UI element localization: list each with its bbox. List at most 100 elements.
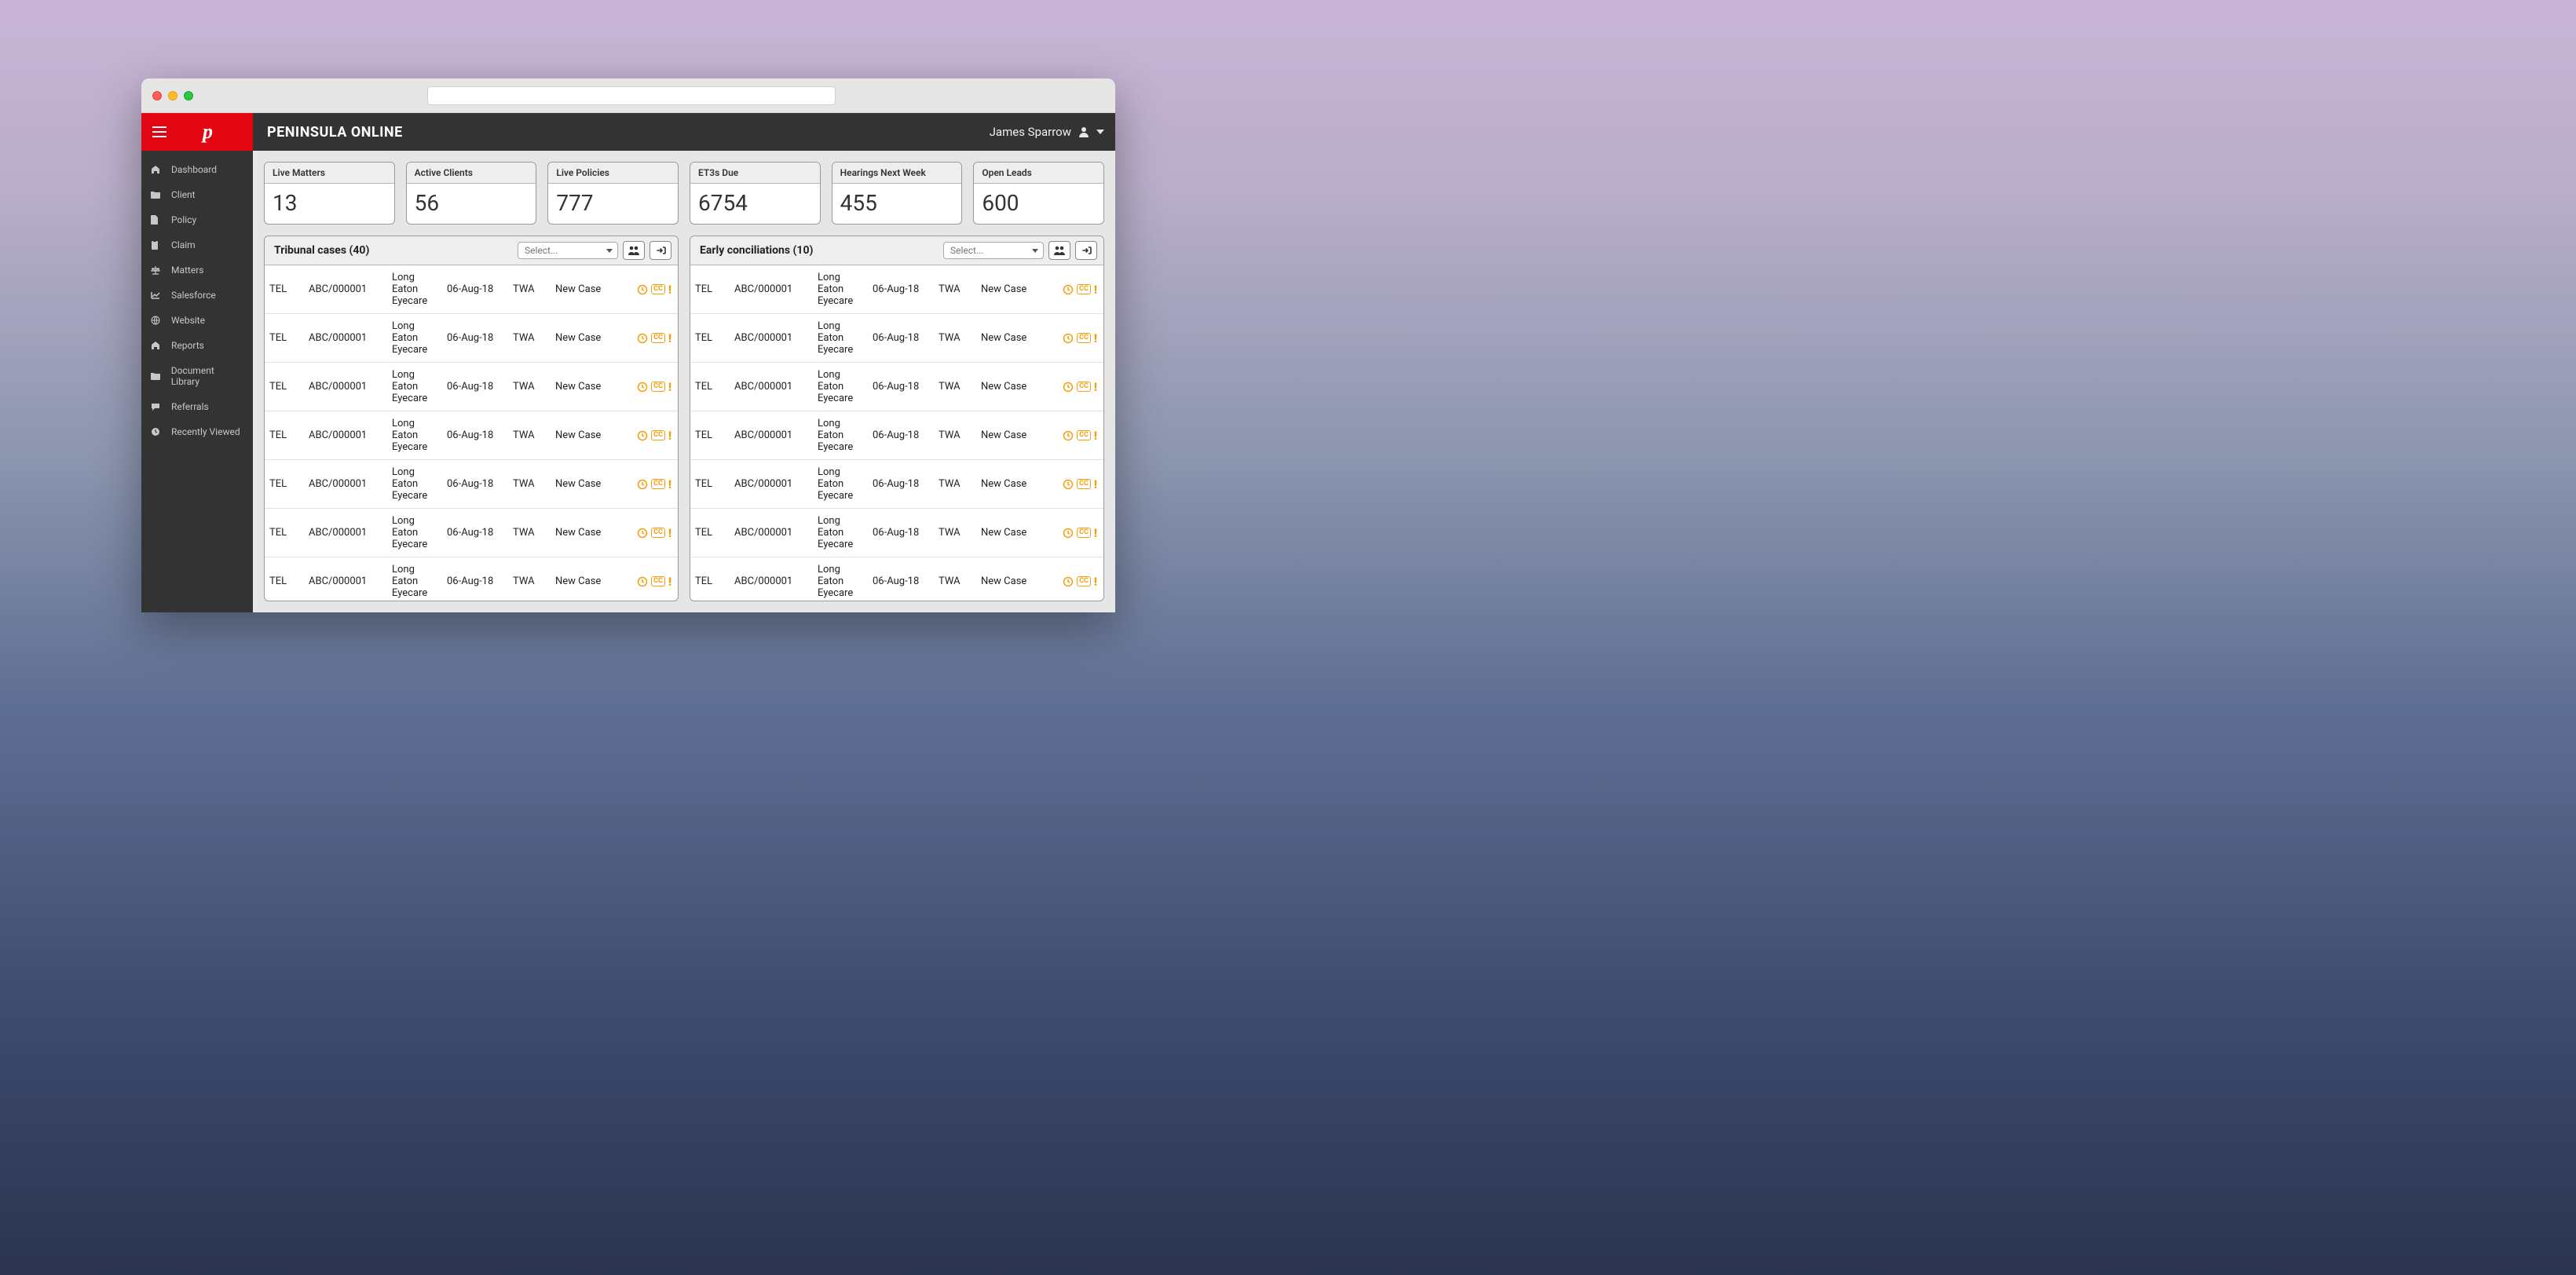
cell-client: Long Eaton Eyecare — [818, 418, 868, 453]
table-row[interactable]: TELABC/000001Long Eaton Eyecare06-Aug-18… — [690, 557, 1103, 601]
window-close-button[interactable] — [152, 91, 162, 100]
cell-ref: ABC/000001 — [734, 381, 813, 393]
sidebar-item-label: Client — [171, 189, 196, 200]
cell-ref: ABC/000001 — [309, 429, 387, 441]
conciliation-filter-select[interactable]: Select... — [943, 242, 1044, 259]
cell-owner: TWA — [513, 332, 551, 344]
table-row[interactable]: TELABC/000001Long Eaton Eyecare06-Aug-18… — [690, 509, 1103, 557]
cell-owner: TWA — [513, 381, 551, 393]
cell-date: 06-Aug-18 — [447, 527, 508, 539]
table-row[interactable]: TELABC/000001Long Eaton Eyecare06-Aug-18… — [265, 411, 678, 460]
table-row[interactable]: TELABC/000001Long Eaton Eyecare06-Aug-18… — [265, 460, 678, 509]
table-row[interactable]: TELABC/000001Long Eaton Eyecare06-Aug-18… — [690, 265, 1103, 314]
chat-icon — [151, 403, 162, 411]
home-icon — [151, 165, 162, 174]
alert-icon: ! — [1094, 283, 1097, 297]
cell-date: 06-Aug-18 — [447, 283, 508, 295]
alert-icon: ! — [668, 380, 671, 394]
sidebar-item-website[interactable]: Website — [141, 308, 253, 333]
kpi-card[interactable]: Live Policies777 — [547, 162, 679, 225]
table-row[interactable]: TELABC/000001Long Eaton Eyecare06-Aug-18… — [265, 265, 678, 314]
tribunal-rows[interactable]: TEL ABC/000001 Long Eaton Eyecare 06-Aug-18… — [265, 265, 678, 601]
cell-date: 06-Aug-18 — [873, 478, 934, 490]
kpi-label: Hearings Next Week — [832, 163, 962, 184]
conciliation-rows[interactable]: TEL ABC/000001 Long Eaton Eyecare 06-Aug-18… — [690, 265, 1103, 601]
sidebar: Dashboard Client PolicyClaimMatters Salesfo… — [141, 151, 253, 612]
table-row[interactable]: TELABC/000001Long Eaton Eyecare06-Aug-18… — [265, 363, 678, 411]
cell-channel: TEL — [695, 283, 730, 295]
conciliation-people-button[interactable] — [1048, 241, 1070, 260]
clock-icon — [637, 430, 648, 441]
sidebar-item-referrals[interactable]: Referrals — [141, 394, 253, 419]
cell-ref: ABC/000001 — [309, 381, 387, 393]
row-icons: CC! — [626, 380, 673, 394]
cc-icon: CC — [1077, 382, 1091, 392]
table-row[interactable]: TELABC/000001Long Eaton Eyecare06-Aug-18… — [690, 411, 1103, 460]
row-icons: CC! — [626, 331, 673, 345]
kpi-card[interactable]: Active Clients56 — [406, 162, 537, 225]
clipboard-icon — [151, 240, 162, 250]
window-minimize-button[interactable] — [168, 91, 177, 100]
tribunal-export-button[interactable] — [649, 241, 671, 260]
kpi-card[interactable]: Live Matters13 — [264, 162, 395, 225]
table-row[interactable]: TELABC/000001Long Eaton Eyecare06-Aug-18… — [690, 363, 1103, 411]
sidebar-item-claim[interactable]: Claim — [141, 232, 253, 258]
tribunal-filter-select[interactable]: Select... — [518, 242, 618, 259]
tribunal-people-button[interactable] — [623, 241, 645, 260]
cell-channel: TEL — [695, 575, 730, 587]
cell-client: Long Eaton Eyecare — [392, 320, 442, 356]
cell-ref: ABC/000001 — [734, 332, 813, 344]
sidebar-item-document-library[interactable]: Document Library — [141, 358, 253, 394]
row-icons: CC! — [626, 429, 673, 443]
brand-block: p — [141, 113, 253, 151]
table-row[interactable]: TELABC/000001Long Eaton Eyecare06-Aug-18… — [690, 460, 1103, 509]
sidebar-item-reports[interactable]: Reports — [141, 333, 253, 358]
cell-client: Long Eaton Eyecare — [392, 515, 442, 550]
sidebar-item-recently-viewed[interactable]: Recently Viewed — [141, 419, 253, 444]
window-zoom-button[interactable] — [184, 91, 193, 100]
url-bar[interactable] — [427, 86, 836, 105]
table-row[interactable]: TELABC/000001Long Eaton Eyecare06-Aug-18… — [265, 314, 678, 363]
cell-channel: TEL — [695, 381, 730, 393]
conciliation-export-button[interactable] — [1075, 241, 1097, 260]
sidebar-item-label: Document Library — [171, 365, 243, 387]
clock-icon — [637, 479, 648, 490]
clock-icon — [637, 284, 648, 295]
sidebar-item-policy[interactable]: Policy — [141, 207, 253, 232]
sidebar-item-client[interactable]: Client — [141, 182, 253, 207]
panel-conciliation-title: Early conciliations (10) — [697, 244, 813, 257]
cell-ref: ABC/000001 — [309, 575, 387, 587]
alert-icon: ! — [1094, 429, 1097, 443]
kpi-label: Active Clients — [407, 163, 536, 184]
menu-toggle-icon[interactable] — [152, 126, 166, 137]
cell-channel: TEL — [269, 478, 304, 490]
table-row[interactable]: TELABC/000001Long Eaton Eyecare06-Aug-18… — [690, 314, 1103, 363]
cell-client: Long Eaton Eyecare — [818, 272, 868, 307]
cell-ref: ABC/000001 — [734, 283, 813, 295]
row-icons: CC! — [626, 477, 673, 491]
table-row[interactable]: TELABC/000001Long Eaton Eyecare06-Aug-18… — [265, 509, 678, 557]
cc-icon: CC — [651, 382, 665, 392]
cc-icon: CC — [1077, 430, 1091, 440]
panel-conciliation-tools: Select... — [943, 241, 1097, 260]
cell-ref: ABC/000001 — [309, 332, 387, 344]
cell-status: New Case — [981, 429, 1047, 441]
sidebar-item-dashboard[interactable]: Dashboard — [141, 157, 253, 182]
cell-status: New Case — [981, 478, 1047, 490]
table-row[interactable]: TELABC/000001Long Eaton Eyecare06-Aug-18… — [265, 557, 678, 601]
kpi-card[interactable]: Open Leads600 — [973, 162, 1104, 225]
clock-icon — [1063, 479, 1074, 490]
cell-channel: TEL — [269, 429, 304, 441]
cc-icon: CC — [651, 528, 665, 538]
alert-icon: ! — [668, 429, 671, 443]
sidebar-item-salesforce[interactable]: Salesforce — [141, 283, 253, 308]
kpi-card[interactable]: Hearings Next Week455 — [832, 162, 963, 225]
sidebar-item-matters[interactable]: Matters — [141, 258, 253, 283]
cell-owner: TWA — [513, 429, 551, 441]
cell-client: Long Eaton Eyecare — [392, 418, 442, 453]
kpi-card[interactable]: ET3s Due6754 — [690, 162, 821, 225]
sidebar-item-label: Salesforce — [171, 290, 216, 301]
cell-ref: ABC/000001 — [734, 527, 813, 539]
panel-conciliation: Early conciliations (10) Select... TEL AB… — [690, 236, 1104, 601]
user-menu[interactable]: James Sparrow — [990, 125, 1115, 139]
